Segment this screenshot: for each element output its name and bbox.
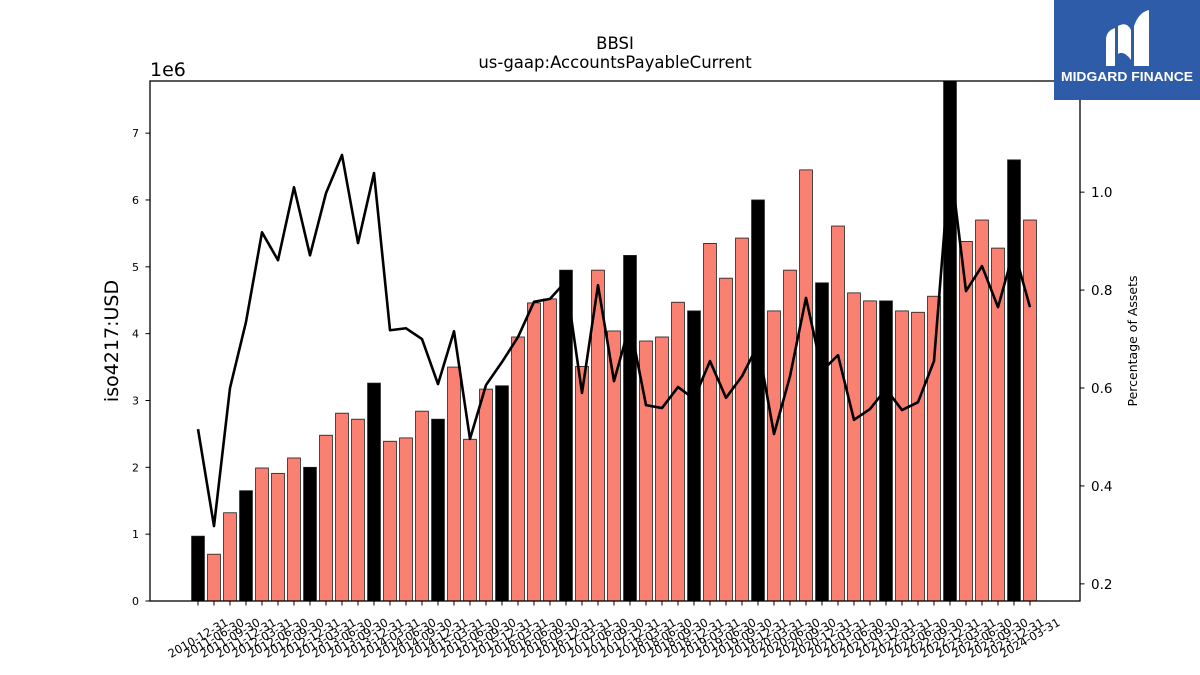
y2-axis-label: Percentage of Assets: [1125, 276, 1140, 407]
y2-tick-label: 0.2: [1091, 577, 1112, 593]
bar: [383, 440, 397, 602]
y-axis-label: iso4217:USD: [101, 280, 123, 402]
bar: [351, 418, 365, 602]
bar: [735, 237, 749, 602]
bar: [527, 302, 541, 602]
bar: [943, 80, 957, 602]
bar: [479, 388, 493, 602]
y-tick-label: 6: [132, 194, 139, 207]
bar: [447, 366, 461, 602]
bar: [271, 472, 285, 602]
y-tick-label: 0: [132, 595, 139, 608]
bar: [895, 310, 909, 602]
right-axis-series-line: [196, 153, 1032, 528]
bar: [799, 169, 813, 602]
bar: [847, 292, 861, 602]
bar: [239, 490, 253, 602]
bar: [367, 382, 381, 602]
y-tick-label: 2: [132, 461, 139, 474]
bar: [607, 330, 621, 602]
logo-icon-right-stroke: [1134, 10, 1149, 66]
chart-subtitle: us-gaap:AccountsPayableCurrent: [478, 53, 752, 72]
bar: [543, 298, 557, 602]
y2-tick-label: 0.4: [1091, 479, 1112, 495]
bar: [207, 553, 221, 602]
y2-tick-label: 0.8: [1091, 283, 1112, 299]
logo-wordmark: MIDGARD FINANCE: [1061, 69, 1193, 84]
bar: [495, 385, 509, 602]
bar: [815, 282, 829, 602]
y2-axis: 0.2 0.4 0.6 0.8 1.0: [1080, 185, 1112, 593]
bar: [575, 365, 589, 602]
y-tick-label: 5: [132, 261, 139, 274]
y-tick-label: 7: [132, 127, 139, 140]
bar: [287, 457, 301, 602]
y2-tick-label: 1.0: [1091, 185, 1112, 201]
bar: [223, 512, 237, 602]
bar: [303, 466, 317, 602]
midgard-logo-icon: [1106, 10, 1149, 66]
line-series: [196, 153, 1032, 528]
y-tick-label: 1: [132, 528, 139, 541]
y2-tick-label: 0.6: [1091, 381, 1112, 397]
bar: [687, 310, 701, 602]
bar: [959, 241, 973, 602]
bar: [831, 225, 845, 602]
bar: [879, 300, 893, 602]
bar: [431, 418, 445, 602]
bar: [991, 247, 1005, 602]
bar: [863, 300, 877, 602]
chart-title: BBSI: [596, 34, 634, 53]
bar: [783, 269, 797, 602]
bar: [399, 437, 413, 602]
logo-icon-left-stroke: [1106, 28, 1115, 66]
bar: [255, 467, 269, 602]
bar: [511, 336, 525, 602]
x-axis: 2010-12-312011-06-302011-09-302011-12-31…: [166, 601, 1062, 661]
bar: [335, 412, 349, 602]
bar: [191, 535, 205, 602]
plot-frame: [149, 80, 1081, 602]
bar: [703, 243, 717, 602]
bar: [623, 255, 637, 602]
y-tick-label: 4: [132, 328, 139, 341]
midgard-finance-logo: MIDGARD FINANCE: [1054, 0, 1200, 100]
bar: [415, 410, 429, 602]
bar: [767, 310, 781, 602]
bar: [927, 295, 941, 602]
bar: [319, 434, 333, 602]
bar: [1007, 159, 1021, 602]
bar: [911, 311, 925, 602]
y-tick-label: 3: [132, 394, 139, 407]
logo-icon-middle-stroke: [1118, 24, 1131, 60]
bar: [1023, 219, 1037, 602]
bar: [671, 301, 685, 602]
bar: [463, 438, 477, 602]
bar: [751, 199, 765, 602]
y-axis-offset-label: 1e6: [150, 59, 186, 81]
bar: [655, 336, 669, 602]
bar: [719, 277, 733, 602]
y-axis: 0 1 2 3 4 5 6 7: [132, 127, 150, 608]
